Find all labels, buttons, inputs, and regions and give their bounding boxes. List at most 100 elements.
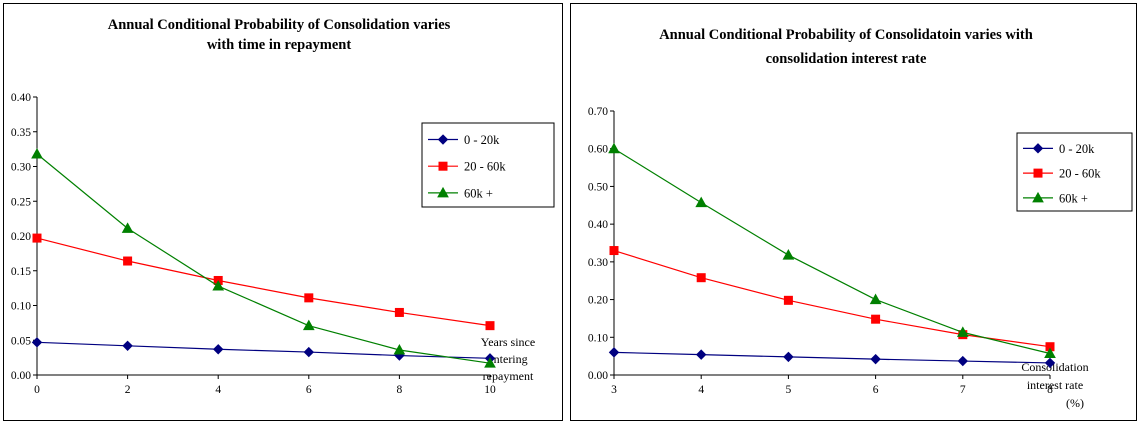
x-tick-label: 8	[397, 384, 403, 396]
data-point	[696, 273, 706, 283]
y-tick-label: 0.20	[11, 231, 31, 243]
x-tick-label: 2	[125, 384, 131, 396]
legend-swatch-marker	[438, 161, 448, 171]
legend: 0 - 20k 20 - 60k 60k +	[421, 122, 555, 208]
y-tick-label: 0.05	[11, 335, 31, 347]
x-tick-label: 5	[786, 384, 792, 396]
data-point	[122, 340, 133, 352]
data-point	[31, 337, 43, 348]
series-0-20k	[608, 347, 1056, 369]
x-tick-label: 8	[1047, 384, 1053, 396]
legend-swatch-marker	[437, 134, 449, 145]
data-point	[783, 295, 793, 305]
y-tick-label: 0.15	[11, 266, 31, 278]
data-point	[485, 321, 495, 331]
data-point	[32, 233, 42, 243]
data-point	[870, 353, 881, 365]
data-point	[782, 249, 795, 260]
chart-title-line: consolidation interest rate	[766, 51, 927, 67]
x-axis-label-line: repayment	[483, 369, 534, 383]
legend-swatch-marker	[437, 186, 449, 198]
legend-entry-label: 20 - 60k	[1059, 167, 1101, 181]
series-line	[613, 148, 1051, 355]
data-point	[783, 351, 794, 363]
x-tick-label: 10	[484, 384, 496, 396]
y-tick-label: 0.25	[11, 196, 31, 208]
data-point	[609, 246, 619, 256]
data-point	[608, 142, 620, 154]
chart-title-line: Annual Conditional Probability of Consol…	[108, 17, 451, 33]
x-tick-label: 0	[34, 384, 40, 396]
x-axis-label-line: entering	[488, 352, 527, 366]
chart-panel-time-in-repayment: Annual Conditional Probability of Consol…	[3, 3, 563, 421]
data-point	[608, 347, 620, 358]
x-axis-label-line: Years since	[481, 335, 535, 349]
legend-swatch-marker	[1032, 191, 1044, 203]
x-tick-label: 4	[698, 384, 704, 396]
series-line	[36, 153, 491, 364]
y-tick-label: 0.10	[588, 332, 608, 344]
data-point	[303, 346, 315, 358]
legend-entry-label: 20 - 60k	[464, 160, 506, 174]
series-60k	[31, 147, 496, 368]
data-point	[394, 307, 404, 317]
x-axis-label-line: (%)	[1066, 396, 1084, 410]
legend-entry-label: 60k +	[464, 186, 493, 200]
data-point	[121, 222, 134, 233]
y-tick-label: 0.00	[11, 370, 31, 382]
data-point	[212, 280, 225, 291]
data-point	[123, 256, 133, 266]
series-line	[613, 249, 1051, 348]
x-tick-label: 3	[611, 384, 617, 396]
x-tick-label: 6	[306, 384, 312, 396]
data-point	[393, 343, 406, 355]
x-axis-label-line: interest rate	[1027, 378, 1083, 392]
y-tick-label: 0.50	[588, 181, 608, 193]
chart-time-in-repayment: Annual Conditional Probability of Consol…	[11, 17, 555, 396]
data-point	[871, 314, 881, 324]
data-point	[484, 357, 496, 368]
y-tick-label: 0.70	[588, 106, 608, 118]
y-tick-label: 0.20	[588, 295, 608, 307]
y-tick-label: 0.00	[588, 370, 608, 382]
y-tick-label: 0.40	[588, 219, 608, 231]
chart-interest-rate: Annual Conditional Probability of Consol…	[588, 27, 1133, 410]
y-tick-label: 0.10	[11, 301, 31, 313]
x-axis-label-line: Consolidation	[1021, 360, 1088, 374]
x-tick-label: 7	[960, 384, 966, 396]
y-tick-label: 0.40	[11, 92, 31, 104]
legend-entry-label: 0 - 20k	[1059, 142, 1095, 156]
y-tick-label: 0.35	[11, 127, 31, 139]
series-20-60k	[609, 246, 1055, 352]
x-tick-label: 4	[215, 384, 221, 396]
series-60k	[608, 142, 1056, 359]
data-point	[869, 293, 882, 305]
series-20-60k	[32, 233, 495, 331]
legend-swatch-marker	[1033, 168, 1043, 178]
data-point	[304, 293, 314, 303]
data-point	[212, 344, 224, 355]
data-point	[957, 355, 969, 367]
chart-panel-interest-rate: Annual Conditional Probability of Consol…	[570, 3, 1137, 421]
y-tick-label: 0.60	[588, 144, 608, 156]
chart-title-line: with time in repayment	[207, 37, 351, 53]
y-tick-label: 0.30	[11, 162, 31, 174]
data-point	[695, 349, 707, 360]
data-point	[956, 326, 969, 337]
series-line	[613, 351, 1051, 364]
data-point	[1044, 357, 1056, 369]
data-point	[302, 319, 315, 331]
data-point	[31, 147, 43, 159]
series-line	[36, 341, 491, 359]
series-line	[36, 237, 491, 327]
y-tick-label: 0.30	[588, 257, 608, 269]
series-0-20k	[31, 337, 496, 364]
legend-entry-label: 0 - 20k	[464, 133, 500, 147]
legend: 0 - 20k 20 - 60k 60k +	[1016, 132, 1133, 212]
data-point	[695, 196, 708, 208]
data-point	[1044, 347, 1056, 359]
legend-entry-label: 60k +	[1059, 191, 1088, 205]
legend-swatch-marker	[1032, 143, 1044, 154]
x-tick-label: 6	[873, 384, 879, 396]
chart-title-line: Annual Conditional Probability of Consol…	[659, 27, 1033, 43]
